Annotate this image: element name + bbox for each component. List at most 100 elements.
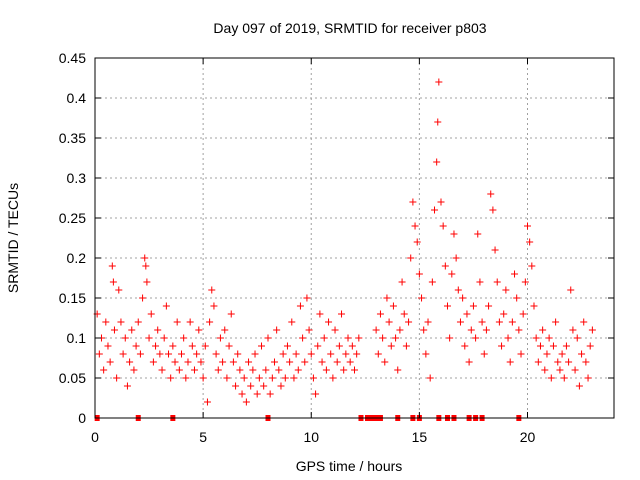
data-point — [476, 278, 484, 286]
data-point — [318, 358, 326, 366]
data-point — [392, 334, 400, 342]
data-point — [428, 278, 436, 286]
data-point — [504, 334, 512, 342]
data-point — [376, 310, 384, 318]
data-point — [513, 294, 521, 302]
data-point — [201, 342, 209, 350]
data-point — [139, 294, 147, 302]
data-point — [106, 358, 114, 366]
data-point — [130, 366, 138, 374]
data-point — [288, 318, 296, 326]
data-point — [182, 374, 190, 382]
data-point — [175, 366, 183, 374]
data-point — [143, 278, 151, 286]
data-point — [571, 366, 579, 374]
data-point — [262, 366, 270, 374]
x-tick-labels: 0 5 10 15 20 — [91, 429, 535, 445]
data-point — [279, 350, 287, 358]
data-point — [398, 278, 406, 286]
data-point — [301, 358, 309, 366]
data-point — [415, 270, 423, 278]
data-point — [575, 382, 583, 390]
data-point — [186, 318, 194, 326]
data-point — [158, 366, 166, 374]
data-point — [117, 318, 125, 326]
data-point — [487, 190, 495, 198]
data-point — [113, 374, 121, 382]
data-point — [528, 262, 536, 270]
data-point — [264, 334, 272, 342]
data-point — [221, 326, 229, 334]
data-point — [102, 318, 110, 326]
data-point — [508, 318, 516, 326]
data-points — [93, 78, 596, 421]
data-point — [434, 118, 442, 126]
data-point — [95, 350, 103, 358]
y-tick-label: 0.25 — [59, 210, 86, 226]
data-point — [100, 366, 108, 374]
data-point — [344, 334, 352, 342]
data-point — [123, 382, 131, 390]
data-point — [426, 374, 434, 382]
x-tick-label: 20 — [520, 429, 536, 445]
data-point — [441, 262, 449, 270]
data-point — [558, 350, 566, 358]
data-point — [169, 342, 177, 350]
y-tick-labels: 0 0.05 0.1 0.15 0.2 0.25 0.3 0.35 0.4 0.45 — [59, 50, 86, 426]
data-point — [588, 326, 596, 334]
data-point — [554, 358, 562, 366]
y-axis-label: SRMTID / TECUs — [5, 183, 21, 293]
data-point — [420, 326, 428, 334]
x-tick-label: 0 — [91, 429, 99, 445]
data-point — [199, 374, 207, 382]
data-point — [409, 198, 417, 206]
data-point — [549, 342, 557, 350]
data-point — [372, 326, 380, 334]
data-point — [422, 350, 430, 358]
data-point — [245, 358, 253, 366]
data-point — [586, 342, 594, 350]
data-point — [240, 374, 248, 382]
data-point — [312, 390, 320, 398]
data-point — [578, 350, 586, 358]
data-point — [543, 350, 551, 358]
data-point — [335, 342, 343, 350]
data-point — [519, 310, 527, 318]
data-point — [402, 342, 410, 350]
data-point — [119, 350, 127, 358]
data-point — [115, 286, 123, 294]
data-point — [355, 334, 363, 342]
data-point — [216, 334, 224, 342]
data-point — [536, 342, 544, 350]
data-point — [342, 350, 350, 358]
data-point — [149, 358, 157, 366]
data-point — [108, 262, 116, 270]
data-point — [353, 350, 361, 358]
data-point — [461, 342, 469, 350]
data-point — [156, 350, 164, 358]
data-point — [495, 318, 503, 326]
data-point — [214, 366, 222, 374]
y-tick-label: 0.05 — [59, 370, 86, 386]
y-tick-label: 0.3 — [67, 170, 87, 186]
data-point — [184, 358, 192, 366]
data-point — [299, 334, 307, 342]
data-point — [389, 302, 397, 310]
data-point — [333, 358, 341, 366]
data-point — [374, 350, 382, 358]
data-point — [567, 286, 575, 294]
data-point — [258, 342, 266, 350]
data-point — [431, 206, 439, 214]
data-point — [290, 374, 298, 382]
data-point — [238, 390, 246, 398]
data-point — [210, 302, 218, 310]
data-point — [225, 342, 233, 350]
data-point — [435, 78, 443, 86]
data-point — [128, 326, 136, 334]
data-point — [195, 326, 203, 334]
data-point — [381, 358, 389, 366]
data-point — [232, 382, 240, 390]
y-tick-label: 0.4 — [67, 90, 87, 106]
data-point — [247, 382, 255, 390]
data-point — [190, 366, 198, 374]
